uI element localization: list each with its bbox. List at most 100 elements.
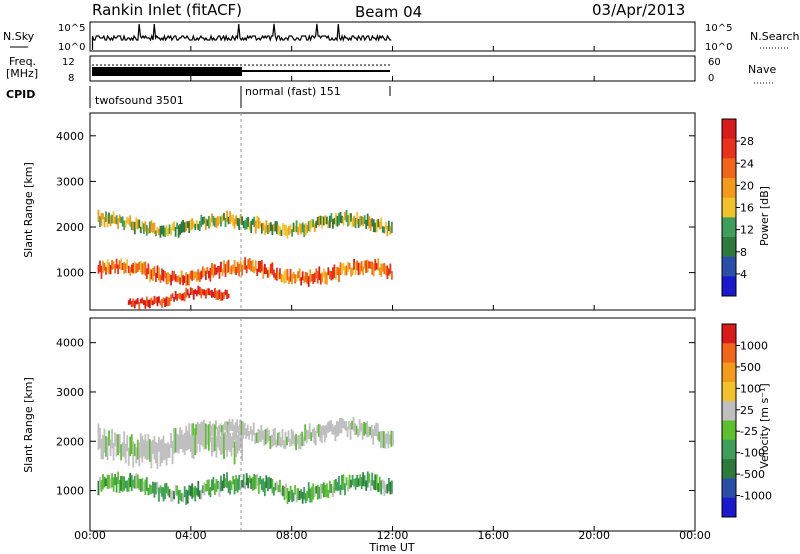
scatter-column xyxy=(339,484,342,495)
scatter-column xyxy=(322,268,325,278)
scatter-column xyxy=(356,474,358,488)
scatter-column xyxy=(218,216,221,225)
scatter-column xyxy=(344,483,346,496)
scatter-column xyxy=(335,212,337,226)
scatter-column xyxy=(195,290,198,297)
scatter-column xyxy=(124,263,127,273)
scatter-column xyxy=(313,223,316,232)
scatter-column xyxy=(243,423,246,436)
scatter-column xyxy=(384,433,387,449)
scatter-column xyxy=(168,224,171,234)
scatter-column xyxy=(289,438,291,447)
scatter-column xyxy=(189,287,192,295)
scatter-column xyxy=(132,441,135,468)
scatter-column xyxy=(372,263,375,277)
scatter-column xyxy=(133,300,136,309)
scatter-column xyxy=(194,486,197,502)
scatter-column xyxy=(351,267,354,276)
scatter-column xyxy=(195,487,198,496)
scatter-column xyxy=(168,273,171,283)
scatter-column xyxy=(165,482,168,494)
scatter-column xyxy=(276,267,278,281)
scatter-column xyxy=(203,482,206,496)
scatter-column xyxy=(152,267,154,281)
scatter-column xyxy=(209,290,212,296)
scatter-column xyxy=(339,262,342,275)
scatter-column xyxy=(201,289,204,295)
scatter-column xyxy=(207,216,210,229)
scatter-column xyxy=(165,224,168,236)
scatter-column xyxy=(383,263,386,275)
scatter-column xyxy=(158,267,160,281)
scatter-column xyxy=(345,209,348,223)
scatter-column xyxy=(147,433,150,460)
scatter-column xyxy=(334,424,337,442)
scatter-column xyxy=(218,266,221,279)
scatter-column xyxy=(224,289,227,296)
scatter-column xyxy=(155,230,157,237)
scatter-column xyxy=(174,227,177,237)
scatter-column xyxy=(155,441,157,464)
scatter-column xyxy=(305,429,308,444)
scatter-column xyxy=(220,475,222,492)
scatter-column xyxy=(112,442,115,461)
cpid-program-normal: normal (fast) 151 xyxy=(245,85,341,98)
scatter-column xyxy=(173,270,175,280)
scatter-column xyxy=(132,479,135,488)
scatter-column xyxy=(332,267,334,280)
scatter-column xyxy=(274,273,277,280)
scatter-column xyxy=(232,264,234,272)
scatter-column xyxy=(222,424,225,440)
velocity-ylabel: Slant Range [km] xyxy=(22,377,35,473)
scatter-column xyxy=(248,222,251,231)
scatter-column xyxy=(158,436,160,452)
scatter-column xyxy=(186,221,189,229)
xtick-label: 00:00 xyxy=(679,529,711,542)
scatter-column xyxy=(214,264,216,276)
scatter-column xyxy=(295,434,297,451)
scatter-column xyxy=(176,275,179,283)
scatter-column xyxy=(301,491,304,504)
scatter-column xyxy=(345,477,348,486)
scatter-column xyxy=(252,422,255,436)
scatter-column xyxy=(358,419,361,436)
scatter-column xyxy=(195,424,198,438)
scatter-column xyxy=(335,478,337,491)
scatter-column xyxy=(115,434,118,457)
scatter-column xyxy=(191,436,194,459)
colorbar-swatch xyxy=(722,138,736,159)
colorbar-swatch xyxy=(722,420,736,441)
scatter-column xyxy=(288,226,290,235)
scatter-column xyxy=(105,436,107,457)
scatter-column xyxy=(135,447,138,464)
scatter-column xyxy=(197,223,200,230)
scatter-column xyxy=(211,479,213,491)
scatter-column xyxy=(148,439,151,462)
scatter-column xyxy=(218,427,221,451)
scatter-column xyxy=(303,486,306,500)
scatter-column xyxy=(142,262,145,274)
scatter-column xyxy=(117,264,120,275)
scatter-column xyxy=(126,435,129,452)
scatter-column xyxy=(162,270,165,282)
scatter-column xyxy=(280,229,283,236)
scatter-column xyxy=(236,218,239,227)
scatter-column xyxy=(174,274,177,282)
scatter-column xyxy=(153,266,156,276)
scatter-column xyxy=(192,271,195,280)
scatter-column xyxy=(366,421,369,438)
scatter-column xyxy=(294,274,296,284)
scatter-column xyxy=(341,215,343,224)
ytick-label: 3000 xyxy=(56,386,84,399)
scatter-column xyxy=(382,431,385,449)
scatter-column xyxy=(190,423,193,438)
scatter-column xyxy=(127,300,130,306)
scatter-column xyxy=(268,267,271,278)
scatter-column xyxy=(352,417,355,432)
scatter-column xyxy=(280,487,283,496)
time-axis-ticks: 00:00 04:00 08:00 12:00 16:00 20:00 00:00 xyxy=(74,46,711,542)
scatter-column xyxy=(227,216,230,225)
scatter-column xyxy=(287,430,290,443)
scatter-column xyxy=(180,429,183,450)
scatter-column xyxy=(299,433,302,450)
